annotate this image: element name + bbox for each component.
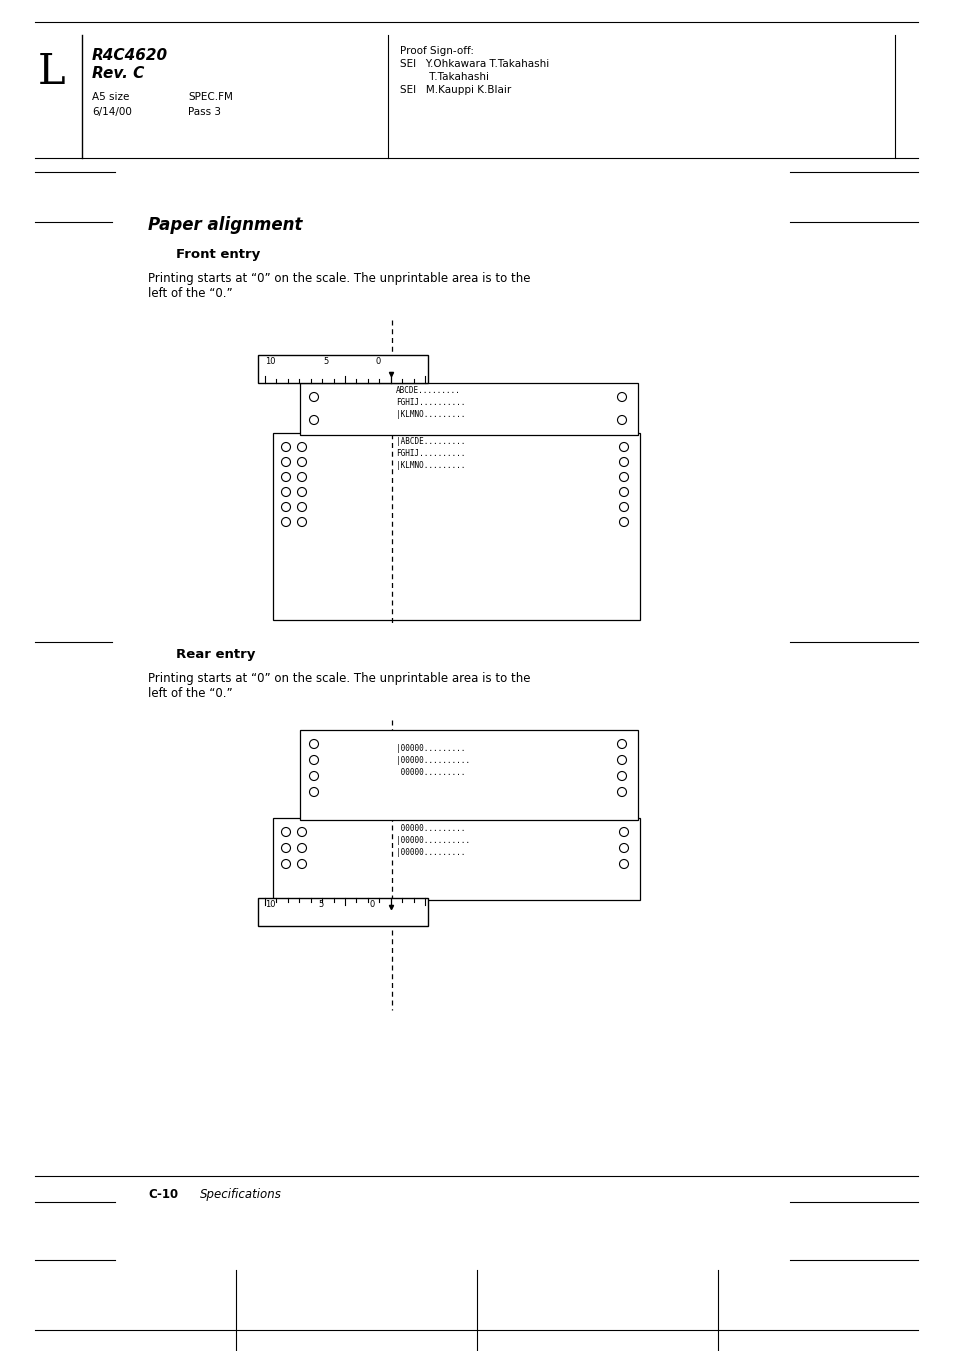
- Text: Printing starts at “0” on the scale. The unprintable area is to the: Printing starts at “0” on the scale. The…: [148, 272, 530, 285]
- Text: L: L: [38, 51, 66, 93]
- Circle shape: [281, 488, 291, 497]
- Circle shape: [281, 859, 291, 869]
- Circle shape: [281, 828, 291, 836]
- Text: ABCDE.........: ABCDE.........: [395, 386, 460, 394]
- Bar: [299, 730, 638, 820]
- Bar: [257, 355, 428, 382]
- Circle shape: [617, 755, 626, 765]
- Bar: [273, 817, 639, 900]
- Text: 5: 5: [317, 900, 323, 909]
- Text: |00000..........: |00000..........: [395, 757, 470, 765]
- Text: 0: 0: [370, 900, 375, 909]
- Circle shape: [309, 393, 318, 401]
- Text: |ABCDE.........: |ABCDE.........: [395, 436, 465, 446]
- Circle shape: [297, 488, 306, 497]
- Text: 10: 10: [265, 900, 275, 909]
- Circle shape: [297, 458, 306, 466]
- Text: Printing starts at “0” on the scale. The unprintable area is to the: Printing starts at “0” on the scale. The…: [148, 671, 530, 685]
- Circle shape: [617, 771, 626, 781]
- Text: 00000.........: 00000.........: [395, 824, 465, 834]
- Text: left of the “0.”: left of the “0.”: [148, 286, 233, 300]
- Circle shape: [618, 458, 628, 466]
- Text: 6/14/00: 6/14/00: [91, 107, 132, 118]
- Text: FGHIJ..........: FGHIJ..........: [395, 399, 465, 407]
- Circle shape: [297, 503, 306, 512]
- Text: Specifications: Specifications: [200, 1188, 281, 1201]
- Circle shape: [297, 859, 306, 869]
- Text: 0: 0: [375, 357, 381, 366]
- Circle shape: [309, 771, 318, 781]
- Text: Rev. C: Rev. C: [91, 66, 144, 81]
- Circle shape: [618, 473, 628, 481]
- Circle shape: [297, 473, 306, 481]
- Circle shape: [309, 788, 318, 797]
- Text: Paper alignment: Paper alignment: [148, 216, 302, 234]
- Circle shape: [617, 788, 626, 797]
- Circle shape: [281, 843, 291, 852]
- Text: |00000.........: |00000.........: [395, 744, 465, 753]
- Text: T.Takahashi: T.Takahashi: [399, 72, 489, 82]
- Text: FGHIJ..........: FGHIJ..........: [395, 449, 465, 458]
- Circle shape: [309, 739, 318, 748]
- Circle shape: [618, 843, 628, 852]
- Circle shape: [297, 843, 306, 852]
- Circle shape: [618, 503, 628, 512]
- Circle shape: [618, 488, 628, 497]
- Text: C-10: C-10: [148, 1188, 178, 1201]
- Circle shape: [309, 755, 318, 765]
- Text: R4C4620: R4C4620: [91, 49, 168, 63]
- Bar: [299, 382, 638, 435]
- Circle shape: [618, 828, 628, 836]
- Text: 10: 10: [265, 357, 275, 366]
- Text: left of the “0.”: left of the “0.”: [148, 688, 233, 700]
- Text: |00000.........: |00000.........: [395, 848, 465, 857]
- Bar: [257, 898, 428, 925]
- Circle shape: [281, 503, 291, 512]
- Circle shape: [309, 416, 318, 424]
- Circle shape: [618, 517, 628, 527]
- Bar: [273, 434, 639, 620]
- Circle shape: [618, 443, 628, 451]
- Circle shape: [297, 443, 306, 451]
- Circle shape: [281, 458, 291, 466]
- Text: SEI   M.Kauppi K.Blair: SEI M.Kauppi K.Blair: [399, 85, 511, 95]
- Text: |KLMNO.........: |KLMNO.........: [395, 461, 465, 470]
- Text: 5: 5: [323, 357, 328, 366]
- Circle shape: [297, 517, 306, 527]
- Circle shape: [618, 859, 628, 869]
- Text: Proof Sign-off:: Proof Sign-off:: [399, 46, 474, 55]
- Text: SEI   Y.Ohkawara T.Takahashi: SEI Y.Ohkawara T.Takahashi: [399, 59, 549, 69]
- Text: Front entry: Front entry: [175, 249, 260, 261]
- Circle shape: [297, 828, 306, 836]
- Text: SPEC.FM: SPEC.FM: [188, 92, 233, 101]
- Circle shape: [617, 416, 626, 424]
- Circle shape: [281, 473, 291, 481]
- Text: 00000.........: 00000.........: [395, 767, 465, 777]
- Circle shape: [281, 443, 291, 451]
- Circle shape: [617, 393, 626, 401]
- Text: Rear entry: Rear entry: [175, 648, 255, 661]
- Text: |KLMNO.........: |KLMNO.........: [395, 409, 465, 419]
- Circle shape: [281, 517, 291, 527]
- Circle shape: [617, 739, 626, 748]
- Text: |00000..........: |00000..........: [395, 836, 470, 844]
- Text: Pass 3: Pass 3: [188, 107, 221, 118]
- Text: A5 size: A5 size: [91, 92, 130, 101]
